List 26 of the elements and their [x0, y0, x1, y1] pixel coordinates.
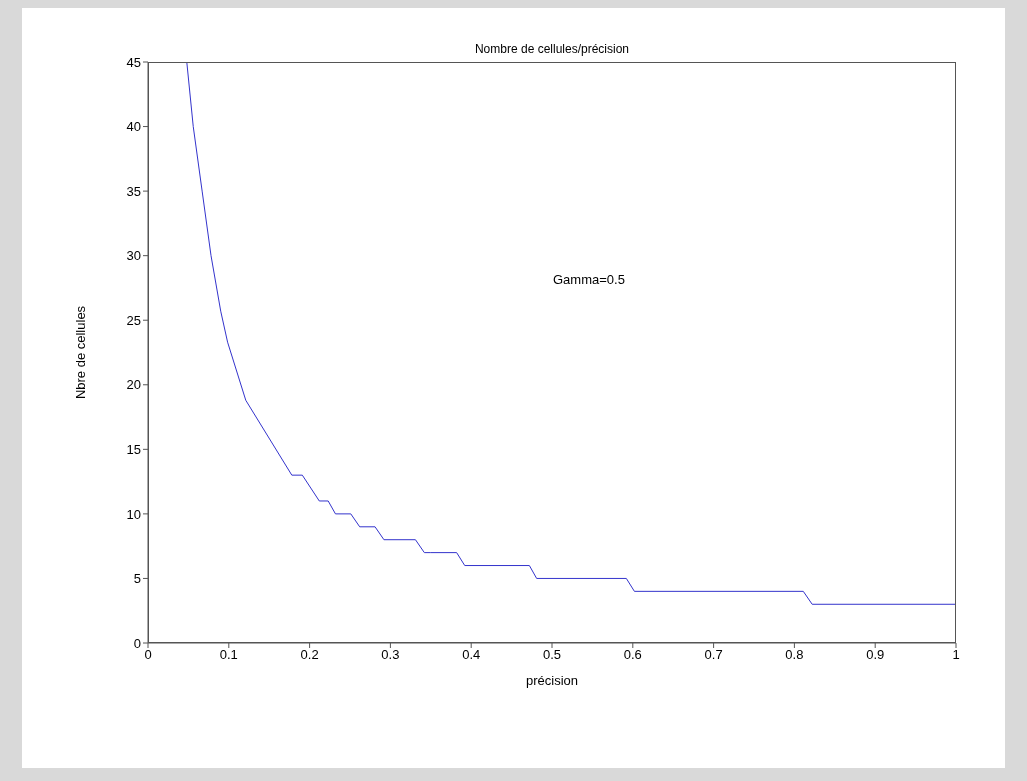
y-tick-label: 20 — [126, 377, 141, 393]
x-tick-label: 0.1 — [219, 647, 238, 663]
y-tick-label: 45 — [126, 54, 141, 70]
y-tick-label: 30 — [126, 248, 141, 264]
x-tick-label: 0.8 — [785, 647, 804, 663]
line-series — [186, 62, 956, 605]
y-tick-label: 0 — [133, 635, 141, 651]
y-tick-label: 40 — [126, 119, 141, 135]
x-tick-label: 0.6 — [623, 647, 642, 663]
y-tick-label: 35 — [126, 183, 141, 199]
y-axis-title: Nbre de cellules — [72, 305, 88, 400]
x-axis-title: précision — [525, 673, 579, 688]
x-tick-label: 0.9 — [866, 647, 885, 663]
y-tick-label: 15 — [126, 441, 141, 457]
annotation: Gamma=0.5 — [553, 272, 625, 287]
y-tick-label: 10 — [126, 506, 141, 522]
x-tick-label: 0.4 — [462, 647, 481, 663]
y-tick-label: 5 — [133, 571, 141, 587]
x-tick-label: 0.7 — [704, 647, 723, 663]
x-tick-label: 0.2 — [300, 647, 319, 663]
x-tick-label: 0 — [144, 647, 152, 663]
x-tick-label: 0.3 — [381, 647, 400, 663]
x-tick-label: 0.5 — [542, 647, 562, 663]
chart-title: Nombre de cellules/précision — [473, 42, 631, 56]
x-tick-label: 1 — [952, 647, 960, 663]
y-tick-label: 25 — [126, 312, 141, 328]
